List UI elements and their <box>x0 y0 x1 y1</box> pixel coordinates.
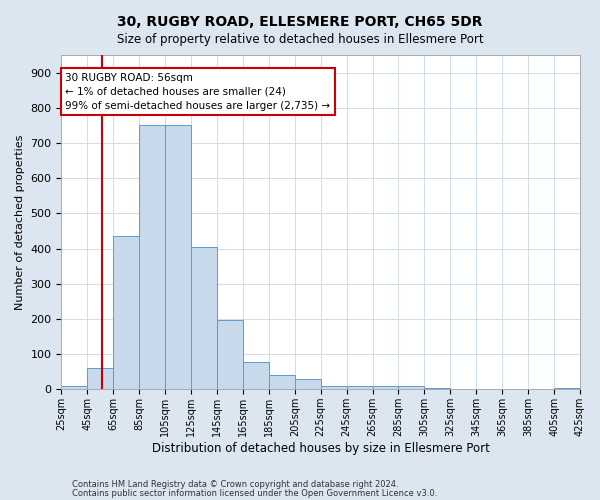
Text: 30 RUGBY ROAD: 56sqm
← 1% of detached houses are smaller (24)
99% of semi-detach: 30 RUGBY ROAD: 56sqm ← 1% of detached ho… <box>65 72 331 110</box>
Bar <box>554 388 580 390</box>
Bar <box>191 247 217 390</box>
Bar <box>113 236 139 390</box>
Bar <box>451 388 476 390</box>
Bar <box>476 388 502 390</box>
Bar <box>243 362 269 390</box>
Bar <box>88 368 113 390</box>
Bar <box>295 380 321 390</box>
Bar <box>347 386 373 390</box>
Y-axis label: Number of detached properties: Number of detached properties <box>15 134 25 310</box>
X-axis label: Distribution of detached houses by size in Ellesmere Port: Distribution of detached houses by size … <box>152 442 490 455</box>
Text: Size of property relative to detached houses in Ellesmere Port: Size of property relative to detached ho… <box>116 32 484 46</box>
Bar <box>165 126 191 390</box>
Bar <box>217 320 243 390</box>
Bar <box>321 386 347 390</box>
Bar <box>139 126 165 390</box>
Text: 30, RUGBY ROAD, ELLESMERE PORT, CH65 5DR: 30, RUGBY ROAD, ELLESMERE PORT, CH65 5DR <box>117 15 483 29</box>
Bar <box>61 386 88 390</box>
Bar <box>269 374 295 390</box>
Text: Contains public sector information licensed under the Open Government Licence v3: Contains public sector information licen… <box>72 488 437 498</box>
Text: Contains HM Land Registry data © Crown copyright and database right 2024.: Contains HM Land Registry data © Crown c… <box>72 480 398 489</box>
Bar <box>373 386 398 390</box>
Bar <box>398 386 424 390</box>
Bar <box>424 388 451 390</box>
